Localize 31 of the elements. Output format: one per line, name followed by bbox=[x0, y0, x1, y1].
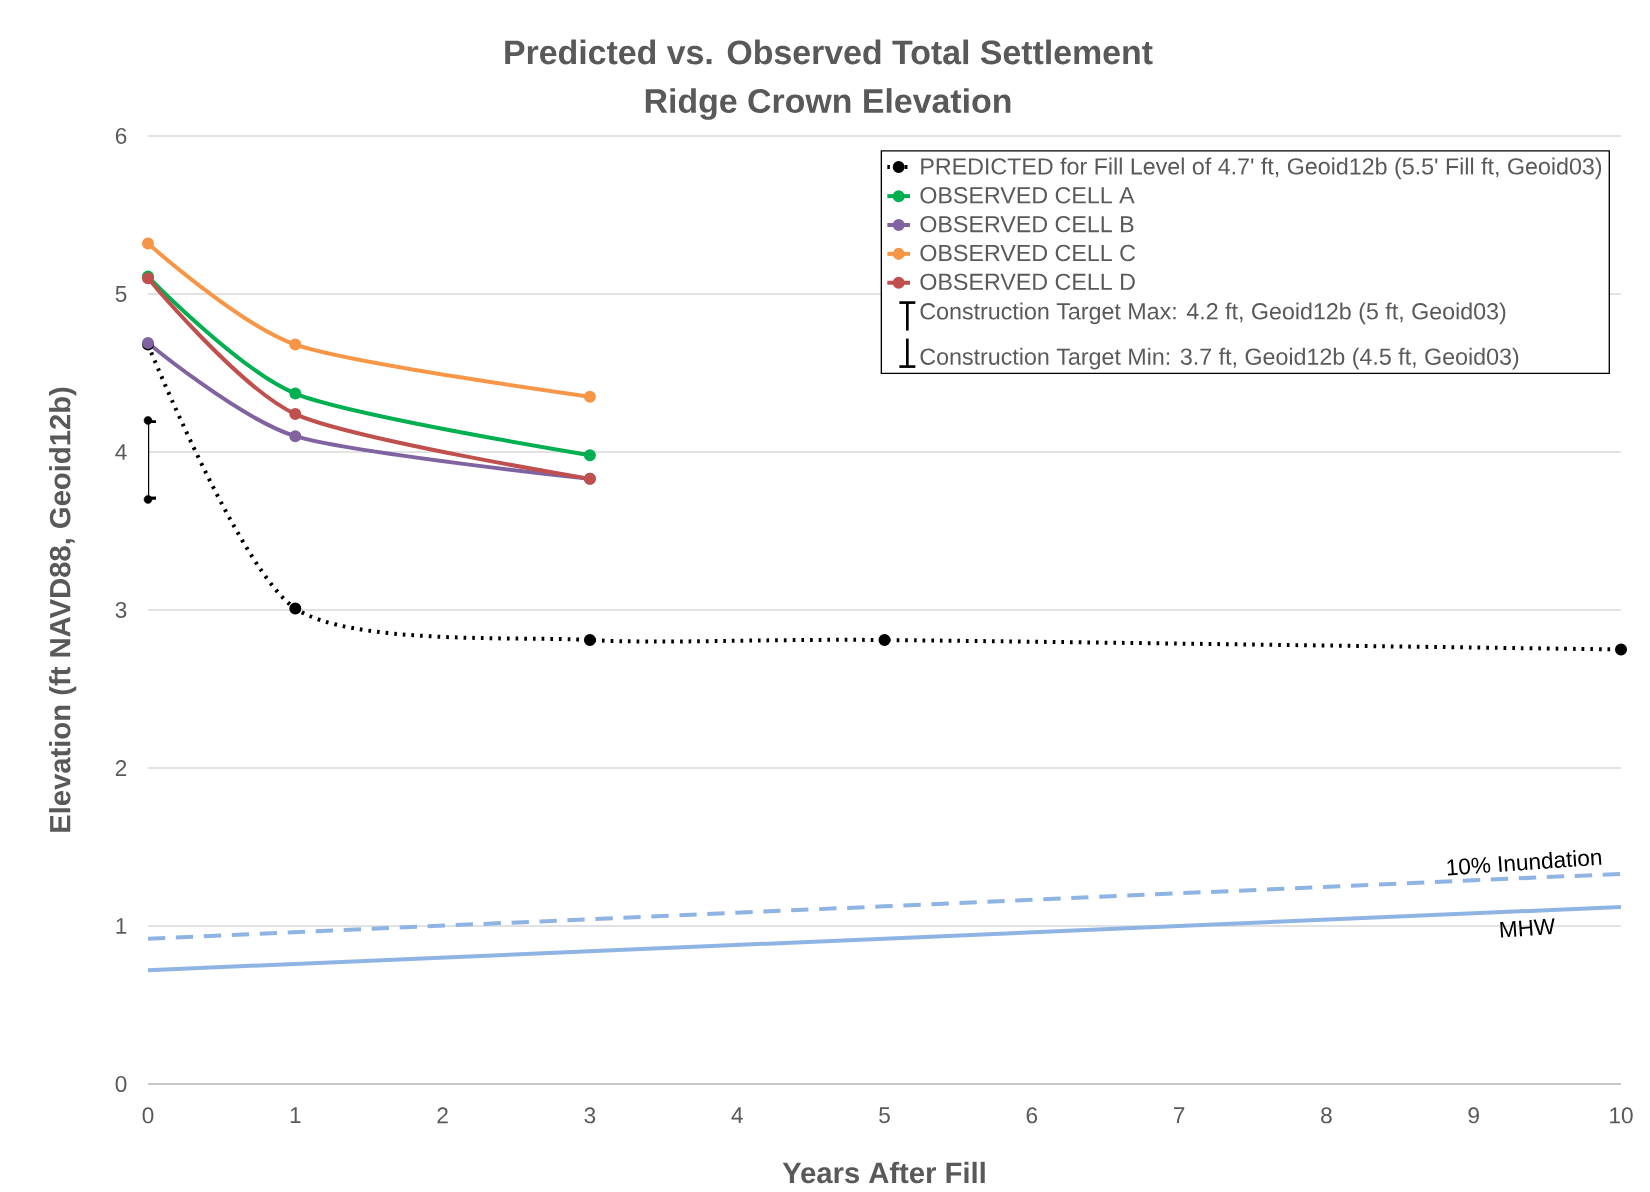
legend-label: OBSERVED CELL B bbox=[920, 215, 1134, 233]
legend-label: OBSERVED CELL A bbox=[920, 187, 1135, 204]
x-tick-label: 6 bbox=[1026, 1107, 1038, 1124]
y-tick-label: 6 bbox=[115, 128, 127, 144]
y-tick-label: 3 bbox=[115, 602, 127, 618]
legend-label: Construction Target Max: 4.2 ft, Geoid12b (5 ft, Geoid03) bbox=[920, 302, 1506, 325]
x-tick-label: 9 bbox=[1468, 1107, 1479, 1124]
y-tick-label: 5 bbox=[115, 286, 127, 302]
y-tick-label: 2 bbox=[115, 760, 127, 776]
x-tick-label: 1 bbox=[290, 1107, 301, 1123]
x-axis-title: Years After Fill bbox=[782, 1161, 985, 1184]
x-tick-label: 7 bbox=[1173, 1107, 1185, 1123]
annotation: 10% Inundation bbox=[1447, 850, 1602, 876]
y-tick-label: 0 bbox=[115, 1076, 127, 1092]
chart-title: Predicted vs. Observed Total Settlement bbox=[505, 39, 1153, 65]
legend-label: OBSERVED CELL C bbox=[920, 244, 1136, 262]
legend-label: Construction Target Min: 3.7 ft, Geoid12b (4.5 ft, Geoid03) bbox=[920, 347, 1519, 370]
legend-label: OBSERVED CELL D bbox=[920, 273, 1135, 291]
y-tick-label: 4 bbox=[115, 444, 127, 460]
x-tick-label: 4 bbox=[731, 1107, 743, 1123]
legend-label: PREDICTED for Fill Level of 4.7' ft, Geoid12b (5.5' Fill ft, Geoid03) bbox=[921, 157, 1602, 180]
annotation: MHW bbox=[1500, 918, 1555, 938]
x-tick-label: 10 bbox=[1610, 1107, 1633, 1124]
x-tick-label: 5 bbox=[879, 1107, 890, 1124]
y-tick-label: 1 bbox=[116, 918, 127, 934]
x-tick-label: 0 bbox=[142, 1107, 154, 1124]
x-tick-label: 2 bbox=[437, 1107, 448, 1124]
x-tick-label: 8 bbox=[1321, 1107, 1332, 1124]
y-axis-title: Elevation (ft NAVD88, Geoid12b) bbox=[49, 387, 77, 832]
x-tick-label: 3 bbox=[584, 1107, 596, 1124]
chart-subtitle: Ridge Crown Elevation bbox=[645, 88, 1011, 120]
